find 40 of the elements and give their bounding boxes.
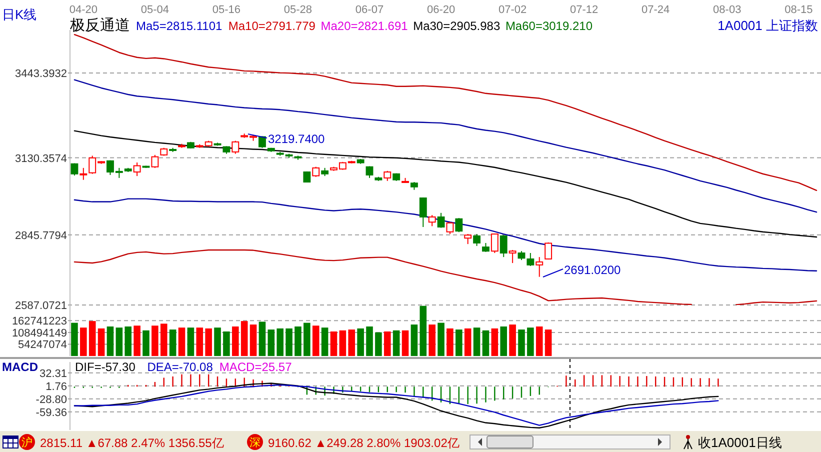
annotation: Ma5=2815.1101 (136, 19, 223, 33)
x-tick-label: 07-24 (642, 4, 670, 16)
y-tick-label: 2845.7794 (15, 230, 67, 242)
x-tick-label: 07-12 (570, 4, 598, 16)
annotation: Ma20=2821.691 (320, 19, 408, 33)
chart-title: 日K线 (2, 7, 37, 22)
x-tick-label: 04-20 (69, 4, 98, 16)
y-tick-label: -59.36 (36, 406, 67, 419)
y-tick-label: 32.31 (39, 368, 67, 380)
annotation: DIF=-57.30 (75, 360, 136, 374)
x-tick-label: 06-20 (426, 4, 456, 16)
annotation: 3219.7400 (268, 132, 326, 146)
annotation: DEA=-70.08 (147, 360, 214, 374)
chart-subtitle: 极反通道 (69, 17, 130, 34)
annotation: MACD=25.57 (219, 360, 292, 374)
x-tick-label: 07-02 (498, 4, 527, 16)
text: 9160.62 ▲249.28 2.80% 1903.02亿 (268, 436, 460, 450)
x-tick-label: 05-28 (284, 4, 312, 16)
annotation: 2691.0200 (564, 263, 622, 277)
y-tick-label: 162741223 (12, 316, 67, 328)
x-tick-label: 06-07 (355, 4, 384, 16)
y-tick-label: 54247074 (18, 339, 67, 352)
x-tick-label: 05-16 (212, 4, 241, 16)
annotation: Ma60=3019.210 (505, 19, 593, 33)
x-tick-label: 05-04 (140, 4, 170, 16)
text: 2815.11 ▲67.88 2.47% 1356.55亿 (40, 436, 224, 450)
y-tick-label: 108494149 (12, 327, 67, 340)
annotation: 1A0001 上证指数 (718, 18, 818, 33)
annotation: Ma30=2905.983 (413, 19, 500, 33)
annotation: Ma10=2791.779 (228, 19, 316, 33)
y-tick-label: 1.76 (46, 380, 67, 393)
y-tick-label: 3443.3932 (15, 68, 67, 80)
x-tick-label: 08-15 (784, 4, 813, 16)
x-tick-label: 08-03 (713, 4, 742, 16)
chart-title: MACD (2, 360, 38, 374)
y-tick-label: 2587.0721 (15, 300, 67, 312)
y-tick-label: -28.80 (36, 394, 67, 406)
text: 收1A0001日线 (698, 435, 782, 450)
text: 深 (250, 437, 260, 449)
y-tick-label: 3130.3574 (15, 152, 67, 165)
